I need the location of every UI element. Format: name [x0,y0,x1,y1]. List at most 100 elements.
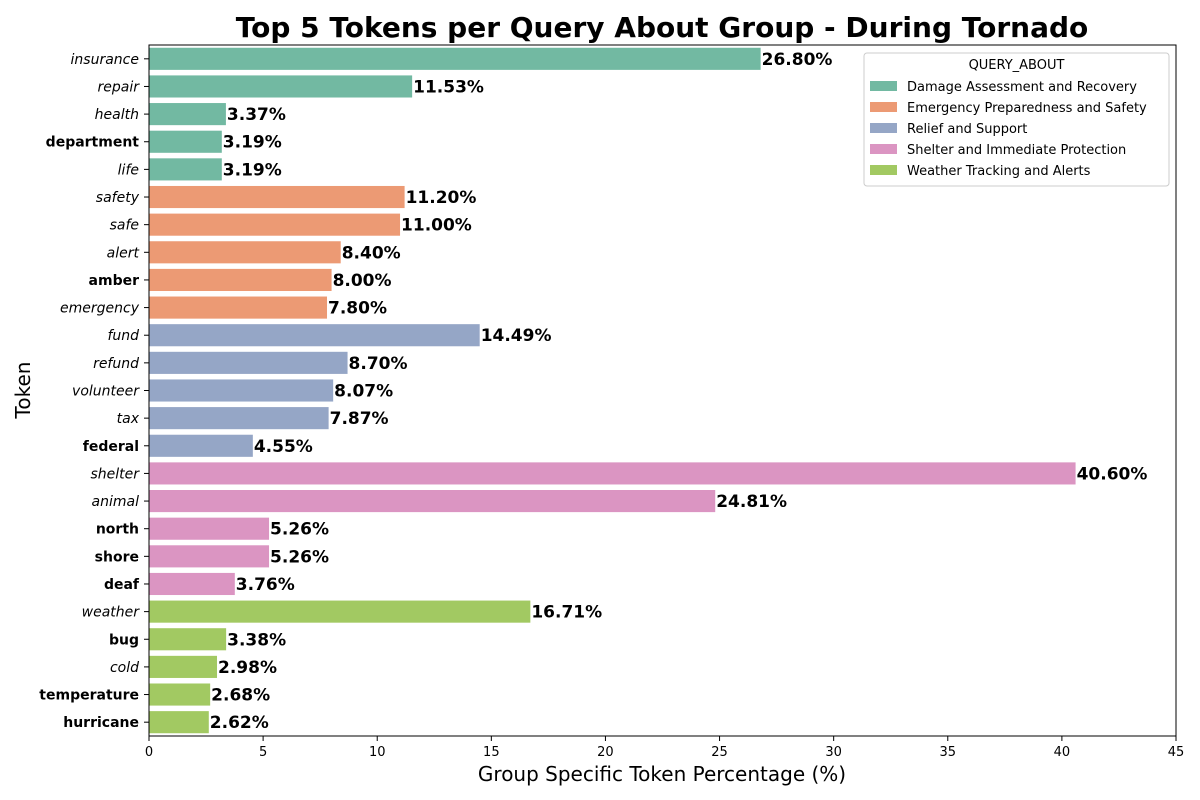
bar-volunteer [149,379,334,402]
value-label-amber: 8.00% [333,271,392,291]
bar-safety [149,185,405,209]
y-tick-label-animal: animal [92,494,140,510]
value-label-bug: 3.38% [227,630,286,650]
bars-layer [149,47,1076,734]
value-label-deaf: 3.76% [236,575,295,595]
bar-weather [149,600,531,623]
x-tick-label-20: 20 [597,745,614,760]
y-tick-label-shore: shore [95,549,139,565]
value-label-health: 3.37% [227,105,286,125]
y-tick-label-life: life [118,162,139,178]
y-tick-label-emergency: emergency [60,301,140,317]
bar-deaf [149,572,235,596]
bar-federal [149,434,253,457]
y-tick-label-health: health [95,107,139,123]
x-tick-label-15: 15 [483,745,500,760]
value-label-cold: 2.98% [218,658,277,678]
bar-shelter [149,462,1076,485]
value-label-volunteer: 8.07% [334,382,393,402]
x-tick-label-10: 10 [369,745,386,760]
y-tick-label-refund: refund [93,356,139,372]
value-label-emergency: 7.80% [328,299,387,319]
value-label-tax: 7.87% [330,409,389,429]
y-axis-title: Token [11,362,35,420]
y-tick-label-cold: cold [110,660,139,676]
legend-entry-label-0: Damage Assessment and Recovery [907,80,1137,95]
legend: QUERY_ABOUT Damage Assessment and Recove… [863,52,1170,187]
bar-life [149,158,222,181]
chart-title: Top 5 Tokens per Query About Group - Dur… [236,11,1089,44]
y-tick-label-temperature: temperature [39,688,139,704]
value-label-department: 3.19% [223,133,282,153]
legend-entry-label-3: Shelter and Immediate Protection [907,143,1126,158]
bar-tax [149,407,329,430]
x-tick-label-0: 0 [145,745,153,760]
legend-swatch-0 [870,81,897,91]
value-label-alert: 8.40% [342,243,401,263]
y-tick-label-amber: amber [89,273,140,289]
value-label-temperature: 2.68% [211,686,270,706]
x-axis-ticks: 0 5 10 15 20 25 30 35 40 45 [145,736,1184,760]
value-label-shore: 5.26% [270,547,329,567]
y-tick-label-deaf: deaf [104,577,140,593]
bar-cold [149,655,218,678]
bar-shore [149,545,270,568]
value-labels: 26.80%11.53%3.37%3.19%3.19%11.20%11.00%8… [210,50,1148,733]
y-tick-label-hurricane: hurricane [63,715,139,731]
bar-north [149,517,270,540]
x-tick-label-5: 5 [259,745,267,760]
y-tick-label-weather: weather [82,605,141,621]
legend-box [863,52,1170,187]
y-tick-label-north: north [96,522,139,538]
x-tick-label-30: 30 [825,745,842,760]
bar-hurricane [149,711,209,734]
bar-insurance [149,47,761,70]
y-tick-label-shelter: shelter [90,466,140,482]
value-label-refund: 8.70% [349,354,408,374]
y-tick-label-insurance: insurance [71,52,139,68]
bar-refund [149,351,348,374]
y-tick-label-safety: safety [96,190,140,206]
x-tick-label-45: 45 [1168,745,1185,760]
legend-swatch-4 [870,165,897,175]
y-tick-label-safe: safe [110,218,139,234]
legend-title: QUERY_ABOUT [969,58,1065,73]
y-tick-label-bug: bug [109,632,139,648]
plot-frame [148,44,1177,737]
bar-department [149,130,222,153]
bar-bug [149,628,227,651]
y-tick-label-alert: alert [107,245,140,261]
legend-entry-label-2: Relief and Support [907,122,1027,137]
value-label-safety: 11.20% [406,188,477,208]
x-tick-label-35: 35 [940,745,957,760]
bar-fund [149,324,480,347]
bar-repair [149,75,413,98]
y-tick-labels: insurancerepairhealthdepartmentlifesafet… [39,52,149,731]
y-tick-label-repair: repair [98,79,141,95]
value-label-fund: 14.49% [481,326,552,346]
legend-entry-label-4: Weather Tracking and Alerts [907,164,1091,179]
value-label-hurricane: 2.62% [210,713,269,733]
x-tick-label-25: 25 [711,745,728,760]
y-tick-label-department: department [46,135,140,151]
legend-entries: Damage Assessment and Recovery Emergency … [870,80,1147,179]
value-label-animal: 24.81% [716,492,787,512]
value-label-federal: 4.55% [254,437,313,457]
y-tick-label-tax: tax [117,411,140,427]
value-label-safe: 11.00% [401,216,472,236]
legend-swatch-3 [870,144,897,154]
legend-entry-label-1: Emergency Preparedness and Safety [907,101,1147,116]
value-label-north: 5.26% [270,520,329,540]
legend-swatch-1 [870,102,897,112]
y-tick-label-federal: federal [83,439,139,455]
bar-safe [149,213,401,236]
value-label-weather: 16.71% [531,603,602,623]
value-label-repair: 11.53% [413,77,484,97]
bar-amber [149,268,332,291]
bar-temperature [149,683,211,706]
legend-swatch-2 [870,123,897,133]
x-tick-label-40: 40 [1054,745,1071,760]
value-label-insurance: 26.80% [762,50,833,70]
bar-emergency [149,296,328,319]
